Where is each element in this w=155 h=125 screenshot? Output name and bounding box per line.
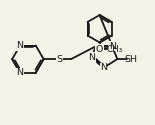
Text: N: N [17,68,24,77]
Text: O: O [96,45,103,54]
Text: N: N [100,63,107,72]
Text: S: S [56,55,62,64]
Text: N: N [88,53,95,62]
Text: SH: SH [124,55,137,64]
Text: CH₃: CH₃ [106,45,122,54]
Text: N: N [17,41,24,50]
Text: N: N [109,42,116,51]
